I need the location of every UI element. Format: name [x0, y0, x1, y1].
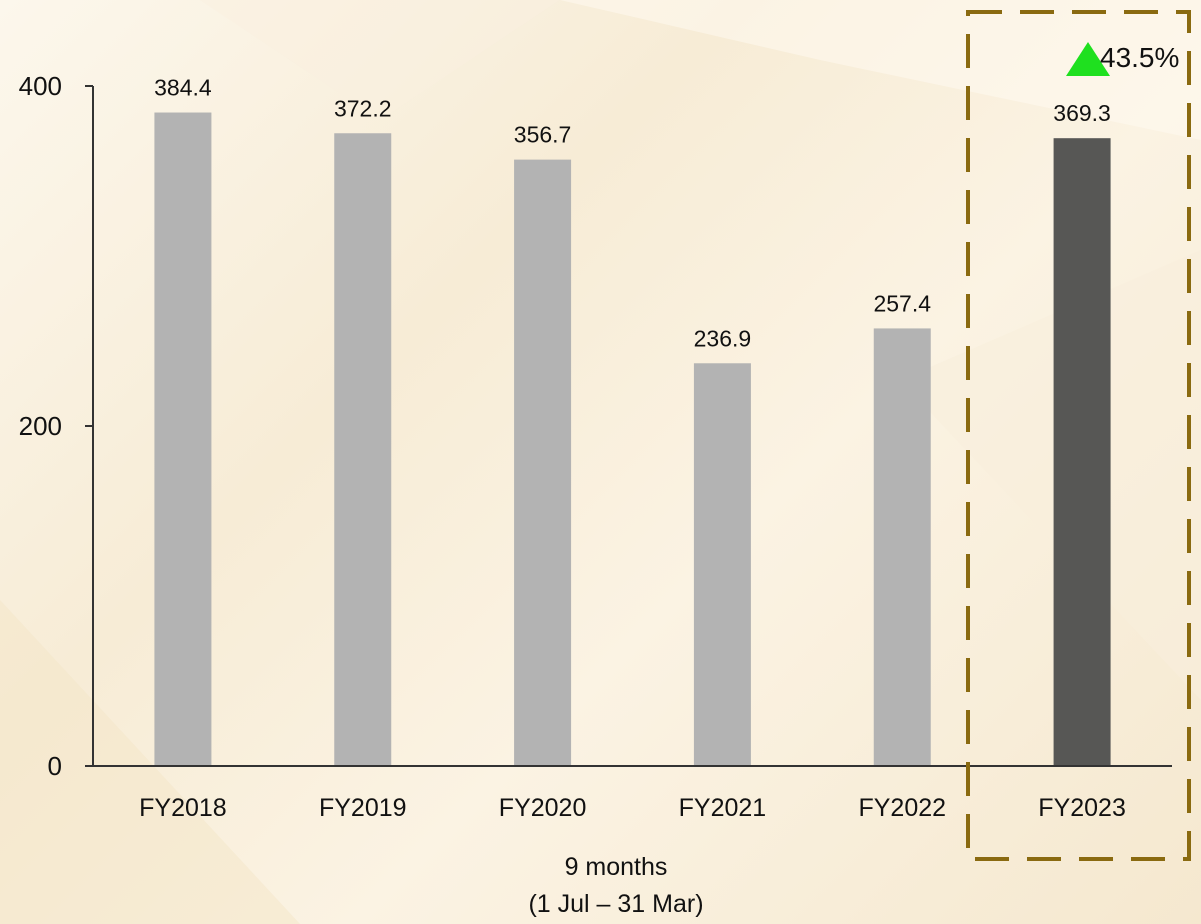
category-label-fy2019: FY2019	[319, 794, 407, 822]
highlight-box	[966, 10, 1191, 861]
period-note-line2: (1 Jul – 31 Mar)	[528, 890, 703, 918]
data-label-fy2019: 372.2	[334, 95, 392, 121]
bars-layer	[154, 112, 1111, 767]
period-note-line1: 9 months	[565, 853, 668, 881]
data-label-fy2021: 236.9	[694, 325, 752, 351]
bar-fy2020	[514, 159, 572, 767]
y-tick-label: 0	[48, 751, 62, 781]
up-triangle-icon	[1066, 42, 1110, 76]
data-label-fy2023: 369.3	[1053, 100, 1111, 126]
bar-fy2019	[334, 133, 392, 766]
y-tick-label: 200	[19, 411, 62, 441]
category-label-fy2020: FY2020	[499, 794, 587, 822]
bar-fy2023	[1053, 138, 1111, 766]
category-label-fy2021: FY2021	[679, 794, 767, 822]
bar-fy2022	[873, 328, 931, 766]
bar-fy2021	[693, 363, 751, 766]
data-labels: 384.4 372.2 356.7 236.9 257.4 369.3	[154, 75, 1111, 352]
category-label-fy2018: FY2018	[139, 794, 227, 822]
category-label-fy2023: FY2023	[1038, 794, 1126, 822]
data-label-fy2018: 384.4	[154, 75, 212, 101]
y-tick-label: 400	[19, 71, 62, 101]
y-ticks: 0 200 400	[19, 71, 93, 781]
bar-fy2018	[154, 112, 212, 766]
x-category-labels: FY2018 FY2019 FY2020 FY2021 FY2022 FY2023	[139, 794, 1126, 822]
data-label-fy2020: 356.7	[514, 122, 572, 148]
axis-layer	[92, 86, 1172, 767]
data-label-fy2022: 257.4	[873, 290, 931, 316]
growth-percentage: 43.5%	[1100, 42, 1179, 73]
category-label-fy2022: FY2022	[858, 794, 946, 822]
